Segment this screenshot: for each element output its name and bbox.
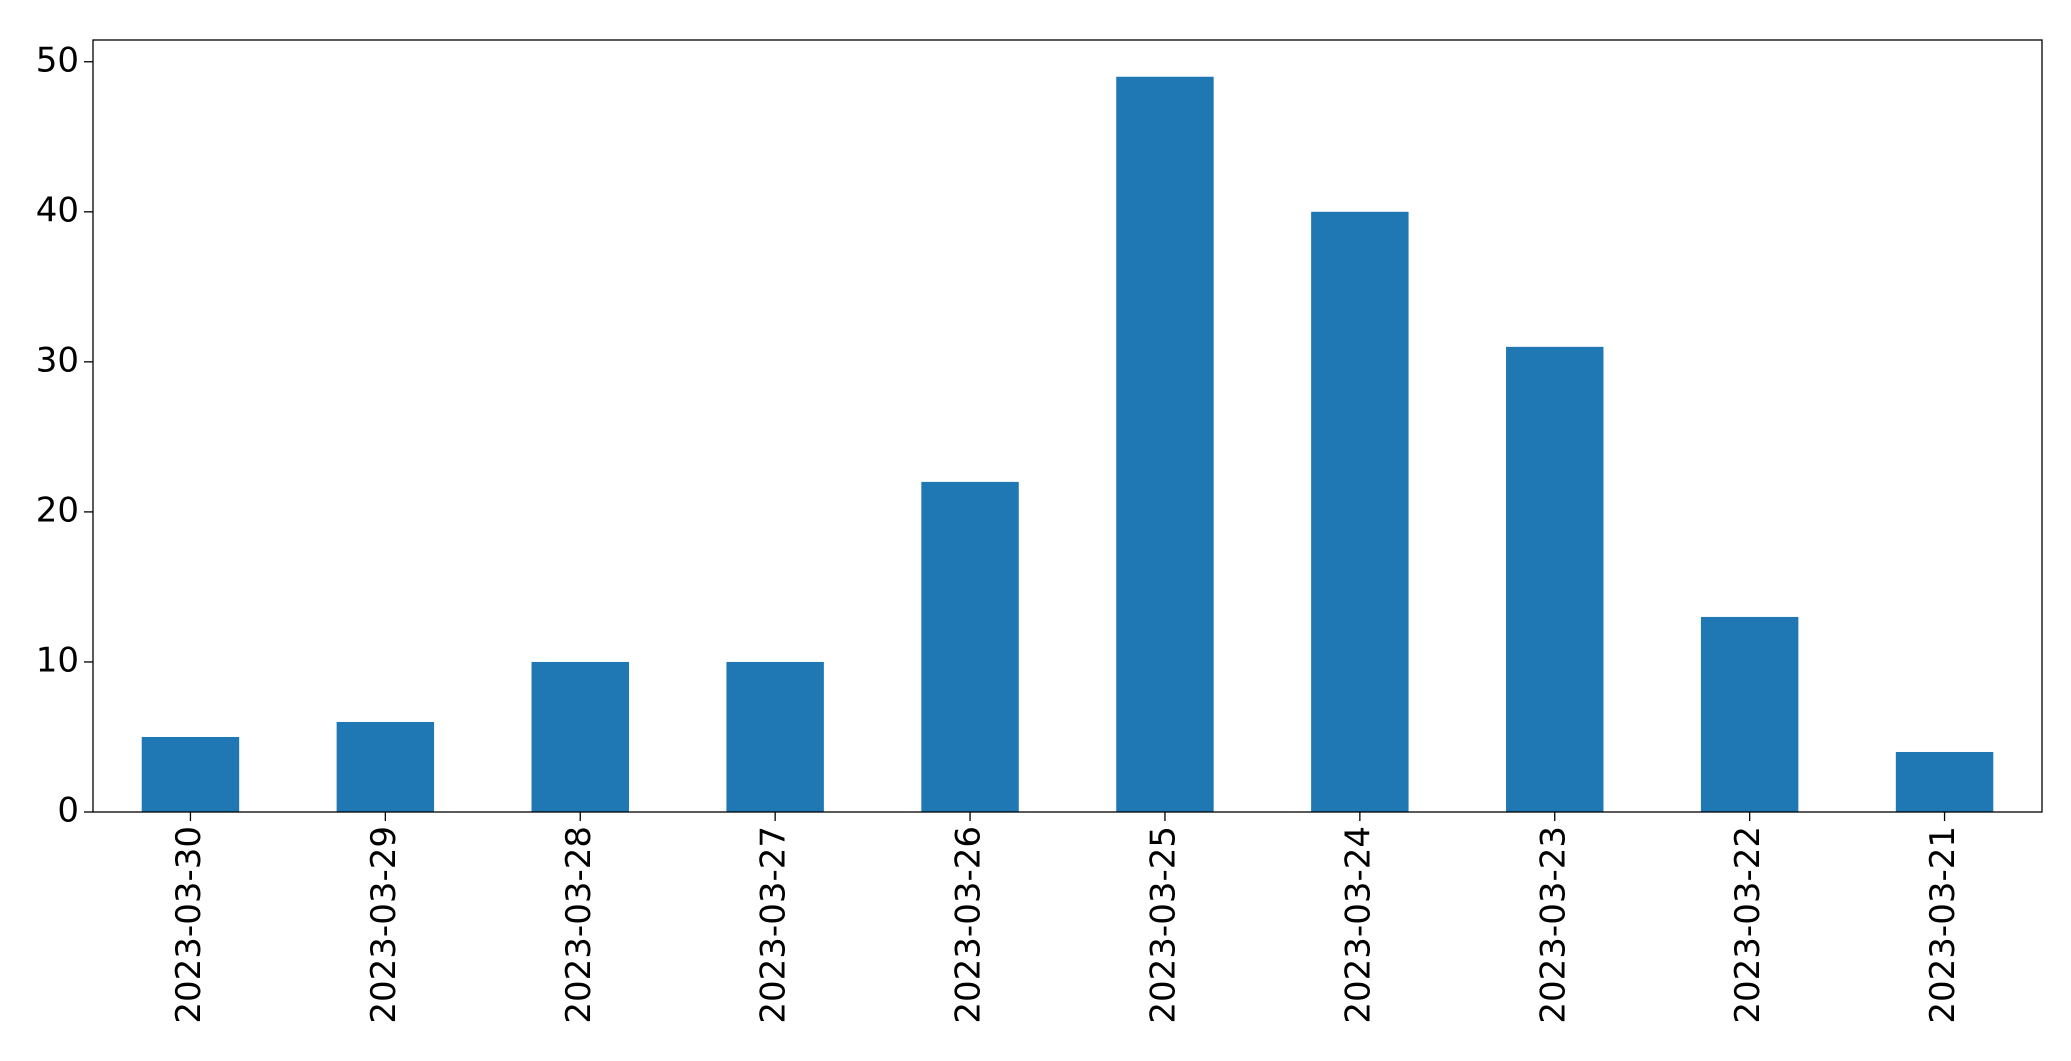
y-tick-label: 0	[57, 791, 79, 831]
x-tick-label: 2023-03-25	[1143, 826, 1183, 1024]
x-tick-label: 2023-03-28	[559, 826, 599, 1024]
x-tick-label: 2023-03-27	[754, 826, 794, 1024]
bar	[1311, 211, 1409, 812]
y-tick-label: 10	[36, 640, 79, 680]
bar	[1116, 76, 1214, 812]
y-tick-label: 20	[36, 490, 79, 530]
bar	[726, 661, 824, 812]
bar	[1506, 346, 1604, 812]
x-tick-label: 2023-03-26	[949, 826, 989, 1024]
plot-frame	[92, 39, 2043, 813]
x-tick-label: 2023-03-22	[1728, 826, 1768, 1024]
x-tick-label: 2023-03-24	[1338, 826, 1378, 1024]
x-tick-label: 2023-03-29	[364, 826, 404, 1024]
bar	[1895, 751, 1994, 812]
bar	[531, 661, 629, 812]
x-tick-label: 2023-03-30	[169, 826, 209, 1024]
bar	[336, 721, 435, 812]
y-tick-label: 30	[36, 340, 79, 380]
y-tick-label: 50	[36, 40, 79, 80]
y-tick-label: 40	[36, 190, 79, 230]
x-tick-label: 2023-03-23	[1533, 826, 1573, 1024]
bar	[1700, 616, 1799, 812]
bar	[921, 481, 1019, 812]
bar	[141, 736, 240, 812]
x-tick-label: 2023-03-21	[1923, 826, 1963, 1024]
